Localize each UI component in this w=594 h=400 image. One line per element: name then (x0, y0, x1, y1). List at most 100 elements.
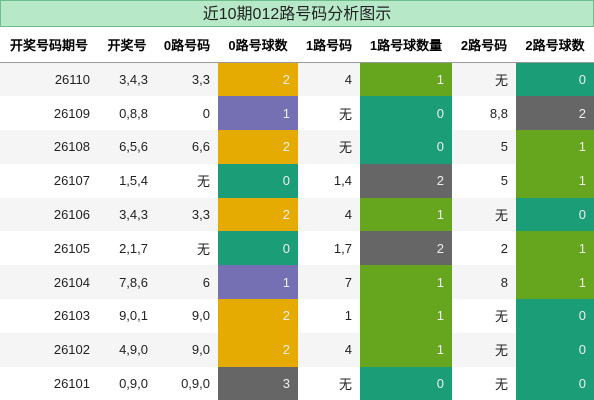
table-row: 26106 3,4,3 3,3 2 4 1 无 0 (0, 197, 594, 232)
table-cell: 无 (452, 332, 516, 367)
table-cell: 8,8 (489, 105, 508, 121)
table-row: 26102 4,9,0 9,0 2 4 1 无 0 (0, 332, 594, 367)
table-cell: 7 (298, 265, 360, 300)
table: 开奖号码期号 开奖号 0路号码 0路号球数 1路号码 1路号球数量 2路号码 2路号球数 26… (0, 27, 594, 400)
table-cell: 1,4 (333, 173, 352, 189)
count-cell: 1 (218, 96, 298, 131)
table-cell: 0,9,0 (119, 376, 148, 392)
table-cell: 26106 (0, 197, 98, 232)
table-cell: 6,5,6 (98, 130, 156, 164)
count-cell: 1 (516, 130, 594, 164)
table-cell: 3,4,3 (98, 62, 156, 97)
table-cell: 6 (156, 265, 218, 300)
table-cell: 1,5,4 (119, 173, 148, 189)
table-cell: 6,6 (156, 130, 218, 164)
count-cell: 2 (218, 130, 298, 164)
table-cell: 9,0 (156, 332, 218, 367)
table-cell: 2,1,7 (119, 240, 148, 256)
count-cell: 0 (516, 299, 594, 333)
header-cell: 1路号球数量 (360, 27, 452, 63)
header-cell: 0路号球数 (218, 27, 298, 63)
table-cell: 26107 (53, 173, 90, 189)
header-cell: 1路号码 (298, 27, 360, 63)
table-cell: 5 (500, 173, 508, 189)
table-cell: 5 (452, 130, 516, 164)
table-row: 26101 0,9,0 0,9,0 3 无 0 无 0 (0, 366, 594, 400)
table-row: 26107 1,5,4 无 0 1,4 2 5 1 (0, 163, 594, 198)
table-cell: 9,0 (191, 308, 210, 324)
table-cell: 26103 (53, 308, 90, 324)
table-row: 26105 2,1,7 无 0 1,7 2 2 1 (0, 231, 594, 266)
count-cell: 1 (360, 197, 452, 232)
table-cell: 无 (338, 106, 352, 122)
table-cell: 26104 (0, 265, 98, 300)
count-cell: 1 (360, 62, 452, 97)
count-cell: 1 (360, 332, 452, 367)
count-cell: 1 (516, 265, 594, 300)
header-cell: 0路号码 (156, 27, 218, 63)
table-cell: 8 (452, 265, 516, 300)
table-cell: 无 (338, 377, 352, 393)
table-row: 26104 7,8,6 6 1 7 1 8 1 (0, 265, 594, 300)
count-cell: 0 (218, 163, 298, 198)
table-cell: 无 (196, 174, 210, 190)
table-cell: 1,7 (333, 240, 352, 256)
count-cell: 1 (360, 299, 452, 333)
table-cell: 无 (196, 241, 210, 257)
count-cell: 2 (218, 299, 298, 333)
count-cell: 2 (360, 231, 452, 266)
count-cell: 2 (218, 62, 298, 97)
count-cell: 2 (218, 197, 298, 232)
header-row: 开奖号码期号 开奖号 0路号码 0路号球数 1路号码 1路号球数量 2路号码 2路号球数 (0, 27, 594, 63)
count-cell: 0 (516, 62, 594, 97)
table-cell: 无 (452, 197, 516, 232)
count-cell: 1 (516, 231, 594, 266)
table-row: 26108 6,5,6 6,6 2 无 0 5 1 (0, 130, 594, 164)
count-cell: 3 (218, 366, 298, 400)
header-cell: 2路号球数 (516, 27, 594, 63)
table-cell: 2 (500, 240, 508, 256)
table-cell: 7,8,6 (98, 265, 156, 300)
count-cell: 0 (516, 366, 594, 400)
table-cell: 3,3 (156, 197, 218, 232)
table-cell: 0 (202, 105, 210, 121)
table-cell: 3,3 (156, 62, 218, 97)
count-cell: 0 (218, 231, 298, 266)
table-cell: 1 (344, 308, 352, 324)
table-cell: 4 (298, 197, 360, 232)
table-cell: 4,9,0 (98, 332, 156, 367)
table-cell: 26108 (0, 130, 98, 164)
table-cell: 无 (298, 130, 360, 164)
table-cell: 26101 (53, 376, 90, 392)
count-cell: 0 (360, 130, 452, 164)
count-cell: 0 (360, 366, 452, 400)
table-cell: 3,4,3 (98, 197, 156, 232)
table-cell: 无 (494, 309, 508, 325)
title: 近10期012路号码分析图示 (0, 0, 594, 27)
count-cell: 1 (360, 265, 452, 300)
count-cell: 2 (516, 96, 594, 131)
count-cell: 0 (360, 96, 452, 131)
table-cell: 无 (494, 377, 508, 393)
table-cell: 0,9,0 (181, 376, 210, 392)
table-cell: 4 (298, 62, 360, 97)
table-row: 26109 0,8,8 0 1 无 0 8,8 2 (0, 96, 594, 131)
count-cell: 0 (516, 332, 594, 367)
header-cell: 2路号码 (452, 27, 516, 63)
header-cell: 开奖号码期号 (0, 27, 98, 63)
count-cell: 1 (218, 265, 298, 300)
table-cell: 26109 (53, 105, 90, 121)
table-row: 26103 9,0,1 9,0 2 1 1 无 0 (0, 299, 594, 333)
table-cell: 9,0,1 (119, 308, 148, 324)
table-cell: 26105 (53, 240, 90, 256)
count-cell: 2 (218, 332, 298, 367)
table-cell: 4 (298, 332, 360, 367)
table-cell: 0,8,8 (119, 105, 148, 121)
table-cell: 26102 (0, 332, 98, 367)
count-cell: 1 (516, 163, 594, 198)
count-cell: 2 (360, 163, 452, 198)
count-cell: 0 (516, 197, 594, 232)
table-row: 26110 3,4,3 3,3 2 4 1 无 0 (0, 62, 594, 97)
header-cell: 开奖号 (98, 27, 156, 63)
